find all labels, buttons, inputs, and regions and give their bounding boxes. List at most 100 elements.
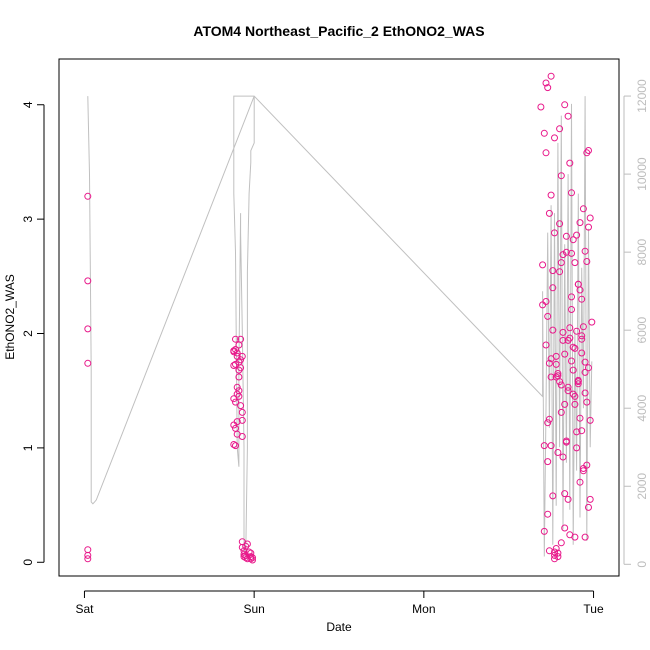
data-point xyxy=(557,259,565,267)
data-point xyxy=(84,555,92,563)
data-point xyxy=(230,441,238,448)
data-point xyxy=(561,490,569,498)
data-point xyxy=(237,402,245,410)
data-point xyxy=(559,336,567,344)
data-point xyxy=(556,268,564,276)
data-point xyxy=(551,548,558,556)
data-point xyxy=(574,378,582,386)
data-point xyxy=(581,389,589,397)
data-point xyxy=(576,478,584,486)
line-series-path xyxy=(87,95,593,557)
data-point xyxy=(84,551,92,559)
data-point xyxy=(238,416,246,424)
y2-tick-label: 4000 xyxy=(635,395,649,422)
data-point xyxy=(552,545,560,552)
data-point xyxy=(557,408,565,416)
data-point xyxy=(556,125,564,133)
y2-tick-label: 2000 xyxy=(635,473,649,500)
data-point xyxy=(554,553,562,561)
data-point xyxy=(578,349,586,357)
data-point xyxy=(230,362,238,369)
data-point xyxy=(569,366,577,374)
y2-tick-label: 6000 xyxy=(635,317,649,344)
y2-axis: 0 2000 4000 6000 8000 10000 12000 xyxy=(623,79,649,568)
data-point xyxy=(571,344,579,352)
data-point xyxy=(588,318,596,326)
data-point xyxy=(247,553,255,561)
data-point xyxy=(540,129,548,137)
x-tick-label: Sat xyxy=(75,602,94,616)
data-point xyxy=(249,556,256,564)
data-point xyxy=(586,495,594,503)
data-point xyxy=(568,306,575,313)
data-point xyxy=(552,360,560,368)
data-point xyxy=(542,298,550,305)
data-point xyxy=(84,277,92,285)
y2-tick-label: 0 xyxy=(635,561,649,568)
data-point xyxy=(233,383,241,391)
data-point xyxy=(547,191,555,199)
data-point xyxy=(540,527,548,535)
x-tick-label: Sun xyxy=(243,602,264,616)
data-point xyxy=(233,349,241,357)
data-point xyxy=(247,549,255,557)
data-point xyxy=(547,72,555,80)
data-point xyxy=(545,547,553,555)
data-point xyxy=(551,551,558,559)
data-point xyxy=(544,419,552,427)
y-axis-label: EthONO2_WAS xyxy=(3,274,17,360)
data-point xyxy=(540,442,548,450)
data-point xyxy=(579,467,587,475)
data-point xyxy=(544,312,552,320)
data-point xyxy=(585,364,592,372)
data-point xyxy=(559,328,567,336)
data-point xyxy=(542,341,550,349)
data-point xyxy=(583,258,591,265)
data-point xyxy=(573,327,581,335)
data-point xyxy=(545,209,553,217)
y-tick-label: 4 xyxy=(21,101,35,108)
data-point xyxy=(537,103,545,111)
data-point xyxy=(238,408,246,416)
data-point xyxy=(237,356,245,364)
data-point xyxy=(235,392,243,400)
data-point xyxy=(571,400,579,408)
data-point xyxy=(574,280,582,288)
data-point xyxy=(561,101,569,109)
data-point xyxy=(576,414,584,422)
data-point xyxy=(581,368,589,376)
data-point xyxy=(233,418,241,426)
data-point xyxy=(566,324,574,332)
data-point xyxy=(232,442,239,450)
data-point xyxy=(237,335,245,343)
x-tick-label: Mon xyxy=(412,602,435,616)
data-point xyxy=(585,503,592,511)
data-point xyxy=(84,192,92,200)
data-point xyxy=(571,259,579,267)
data-point xyxy=(547,373,555,381)
plot-frame xyxy=(58,58,620,577)
data-point xyxy=(569,236,577,244)
data-point xyxy=(578,427,586,435)
data-point xyxy=(568,357,575,365)
data-point xyxy=(556,220,564,228)
data-point xyxy=(573,428,581,436)
data-point xyxy=(569,343,577,351)
data-point xyxy=(552,373,560,381)
data-point xyxy=(561,350,569,358)
data-point xyxy=(557,539,565,547)
line-series xyxy=(87,95,593,557)
data-point xyxy=(579,205,587,213)
data-point xyxy=(562,232,570,240)
data-point xyxy=(561,524,569,532)
data-point xyxy=(564,383,572,391)
data-point xyxy=(581,533,589,541)
data-point xyxy=(242,554,250,562)
data-point xyxy=(545,359,553,367)
data-point xyxy=(245,548,253,556)
data-point xyxy=(544,458,552,466)
data-point xyxy=(559,453,567,461)
data-point xyxy=(573,444,581,452)
data-point xyxy=(586,214,594,222)
data-point xyxy=(564,495,572,503)
